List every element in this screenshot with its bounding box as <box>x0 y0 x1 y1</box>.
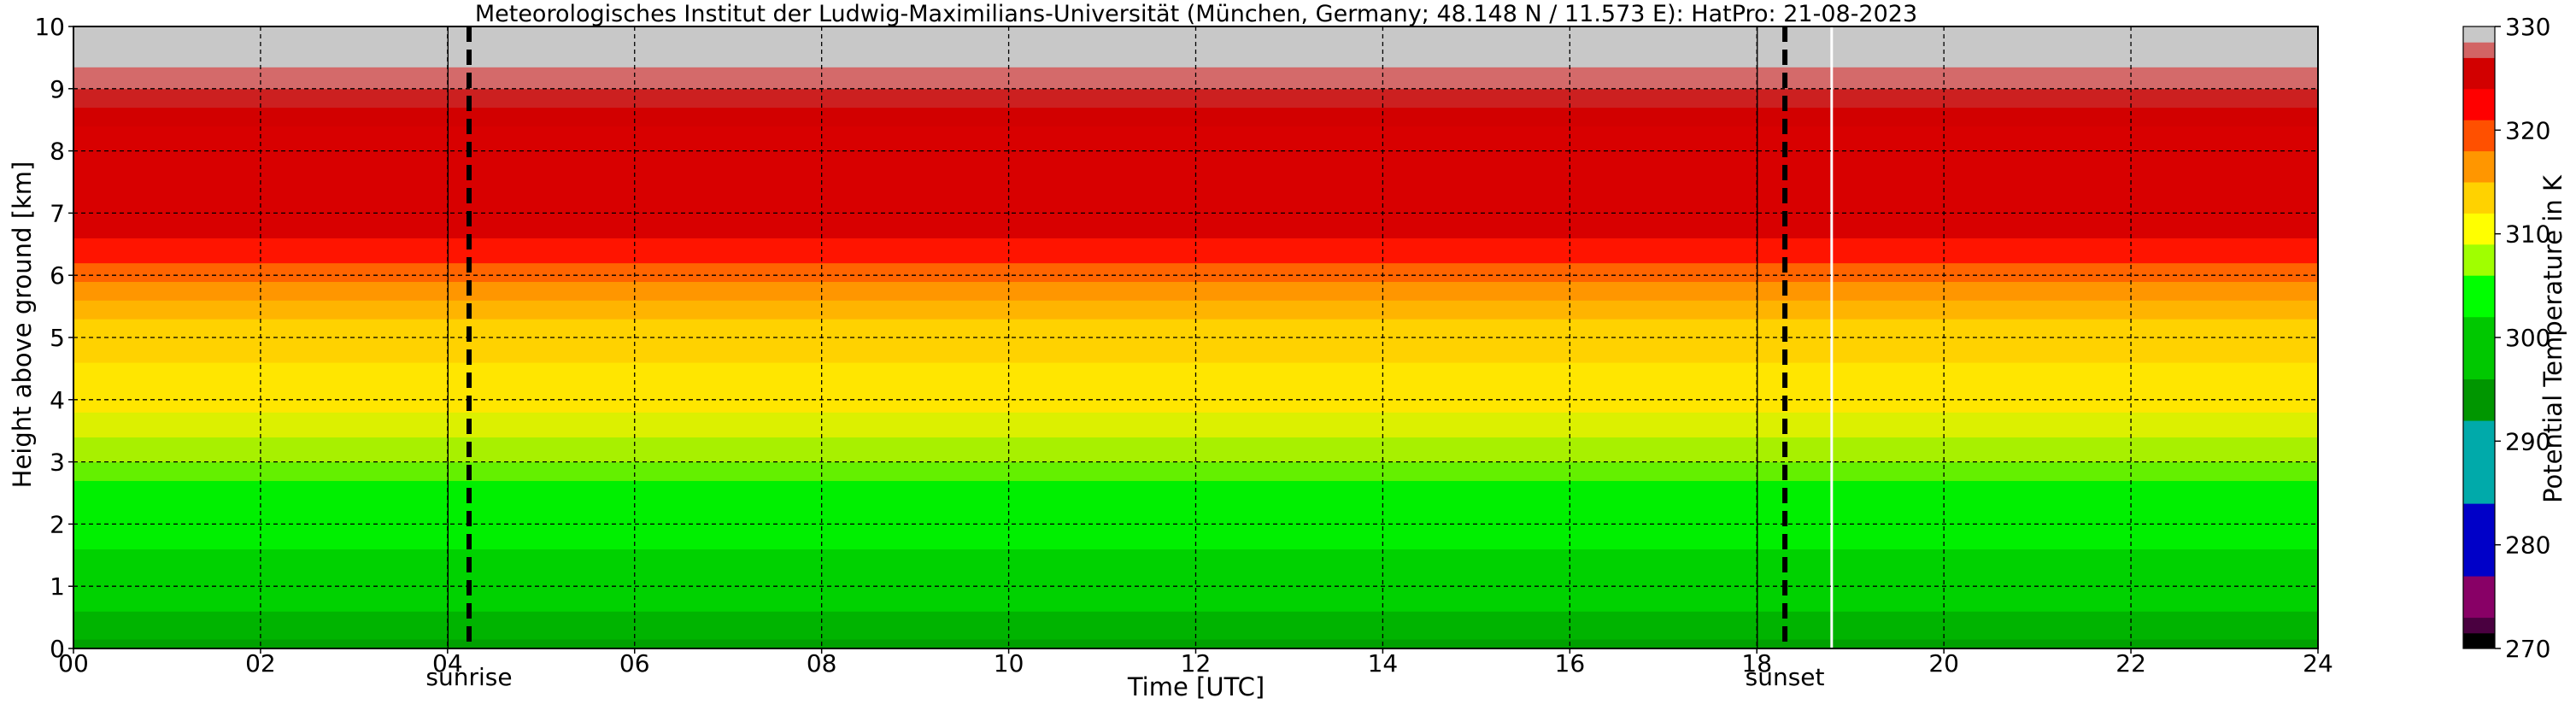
heatmap-band-4 <box>73 461 2318 481</box>
colorbar-segment-1 <box>2463 617 2495 634</box>
x-tick-label: 02 <box>245 649 276 678</box>
heatmap-band-6 <box>73 412 2318 437</box>
y-tick-label: 1 <box>50 572 65 601</box>
y-tick-label: 5 <box>50 324 65 352</box>
y-tick-label: 0 <box>50 635 65 663</box>
heatmap-band-9 <box>73 300 2318 320</box>
colorbar-segment-3 <box>2463 503 2495 577</box>
sunrise-label: sunrise <box>425 663 512 691</box>
x-axis-title: Time [UTC] <box>1127 672 1265 701</box>
colorbar-segment-9 <box>2463 213 2495 245</box>
heatmap-band-8 <box>73 319 2318 363</box>
x-tick-label: 18 <box>1741 649 1772 678</box>
colorbar-tick-label: 310 <box>2505 220 2550 249</box>
y-tick-label: 6 <box>50 261 65 290</box>
x-tick-label: 00 <box>58 649 89 678</box>
x-tick-label: 04 <box>432 649 463 678</box>
y-tick-label: 10 <box>34 13 65 41</box>
y-axis-ticks: 0 1 2 3 4 5 6 7 8 9 10 <box>34 13 73 663</box>
colorbar-tick-label: 290 <box>2505 427 2550 455</box>
colorbar-segment-4 <box>2463 420 2495 504</box>
colorbar-segment-13 <box>2463 88 2495 120</box>
colorbar-segment-6 <box>2463 316 2495 380</box>
colorbar-tick-label: 320 <box>2505 116 2550 144</box>
colorbar-tick-label: 330 <box>2505 13 2550 41</box>
colorbar-segment-10 <box>2463 182 2495 214</box>
colorbar-segment-14 <box>2463 57 2495 90</box>
colorbar-tick-label: 270 <box>2505 635 2550 663</box>
y-tick-label: 2 <box>50 510 65 538</box>
colorbar-segment-0 <box>2463 632 2495 649</box>
colorbar-segment-15 <box>2463 42 2495 58</box>
colorbar-segment-7 <box>2463 275 2495 318</box>
x-tick-label: 12 <box>1181 649 1212 678</box>
x-tick-label: 08 <box>807 649 837 678</box>
colorbar-segment-16 <box>2463 26 2495 43</box>
colorbar-tick-label: 300 <box>2505 324 2550 352</box>
x-tick-label: 10 <box>994 649 1024 678</box>
colorbar-ticks: 270 280 290 300 310 320 330 <box>2495 13 2550 663</box>
x-tick-label: 14 <box>1368 649 1399 678</box>
heatmap-band-16 <box>73 67 2318 90</box>
x-tick-label: 16 <box>1555 649 1586 678</box>
sun-markers: sunrise sunset <box>425 26 1825 691</box>
heatmap-band-14 <box>73 107 2318 126</box>
colorbar-segment-2 <box>2463 576 2495 619</box>
x-axis-ticks: 00 02 04 06 08 10 12 14 16 18 20 22 24 <box>58 648 2333 678</box>
y-tick-label: 9 <box>50 75 65 103</box>
colorbar-segment-12 <box>2463 120 2495 152</box>
x-tick-label: 22 <box>2115 649 2146 678</box>
sunset-label: sunset <box>1746 663 1825 691</box>
chart-title: Meteorologisches Institut der Ludwig-Max… <box>475 1 1917 27</box>
colorbar-segment-8 <box>2463 243 2495 276</box>
y-axis-title: Height above ground [km] <box>8 161 37 489</box>
y-tick-label: 3 <box>50 449 65 477</box>
y-tick-label: 4 <box>50 386 65 414</box>
x-tick-label: 24 <box>2303 649 2333 678</box>
y-tick-label: 8 <box>50 138 65 166</box>
colorbar-segment-11 <box>2463 150 2495 183</box>
colorbar <box>2462 26 2496 649</box>
colorbar-title: Potential Temperature in K <box>2538 174 2567 503</box>
colorbar-segment-5 <box>2463 378 2495 421</box>
y-tick-label: 7 <box>50 199 65 227</box>
x-tick-label: 20 <box>1928 649 1959 678</box>
grid-lines <box>73 26 2318 648</box>
colorbar-tick-label: 280 <box>2505 531 2550 560</box>
x-tick-label: 06 <box>619 649 650 678</box>
